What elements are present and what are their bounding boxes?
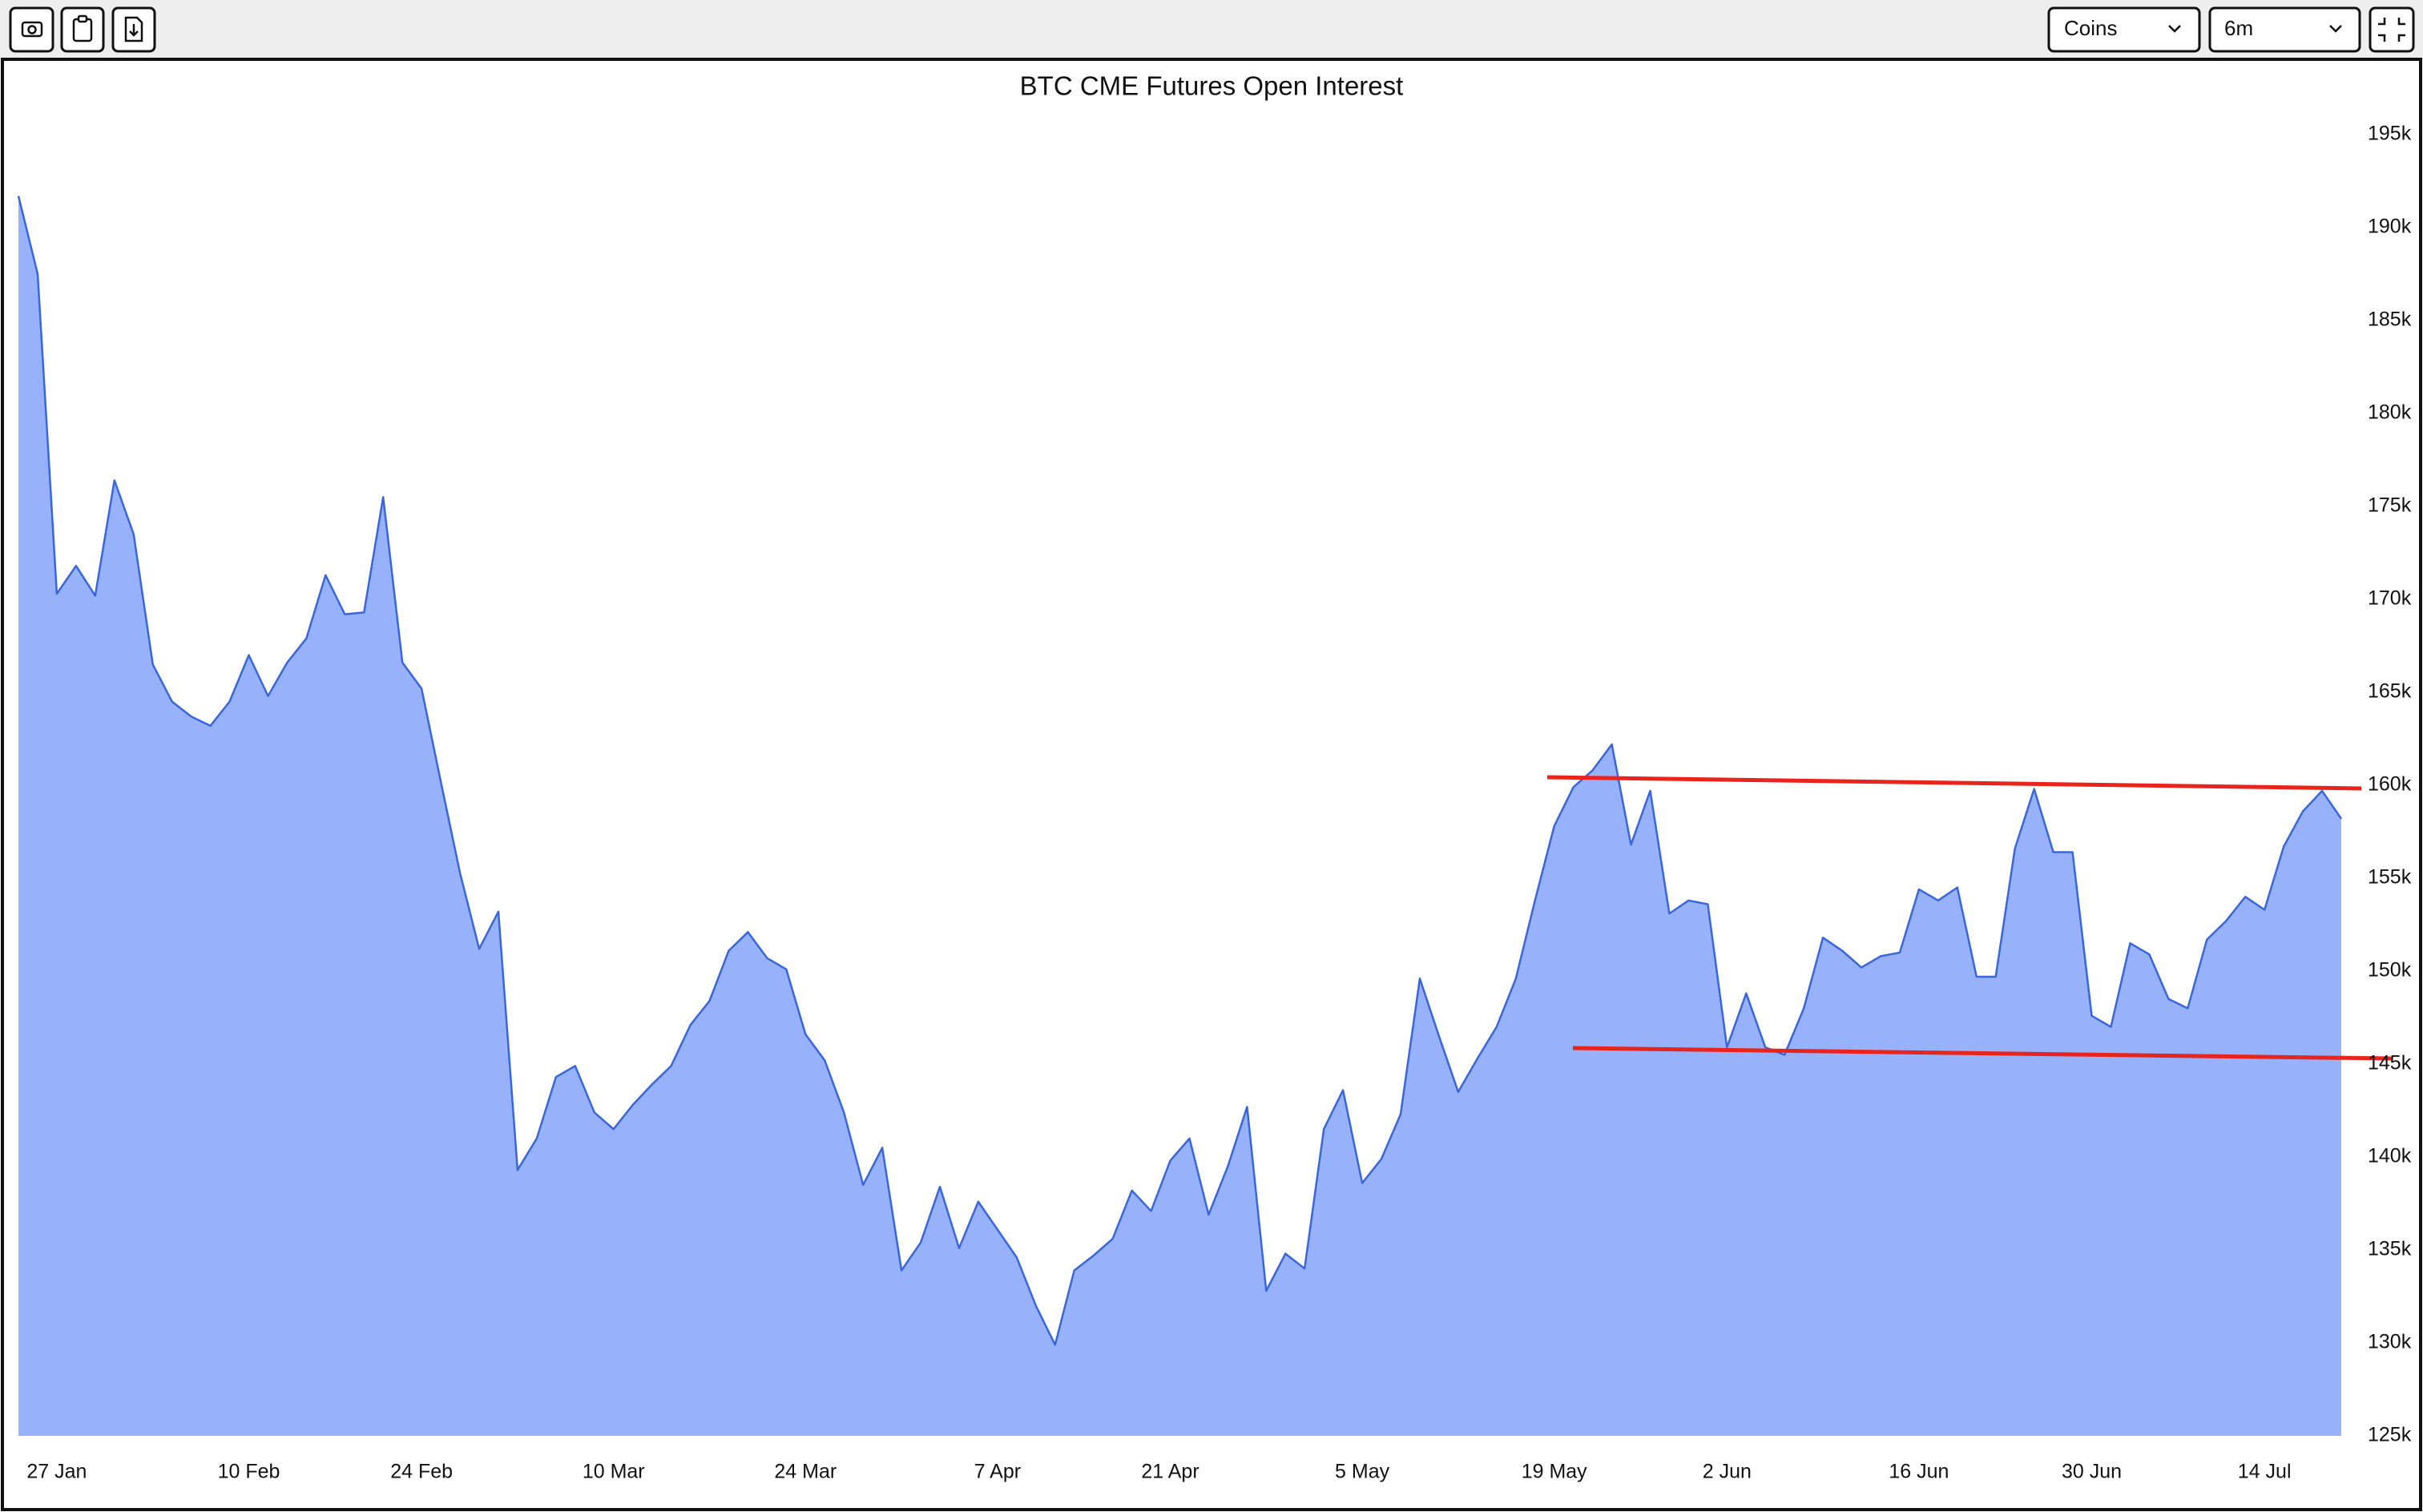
y-tick-label: 150k xyxy=(2368,959,2412,982)
y-tick-label: 180k xyxy=(2368,401,2412,424)
y-tick-label: 155k xyxy=(2368,866,2412,889)
x-tick-label: 14 Jul xyxy=(2238,1461,2292,1483)
y-tick-label: 140k xyxy=(2368,1145,2412,1167)
x-tick-label: 24 Feb xyxy=(390,1461,453,1483)
x-tick-label: 24 Mar xyxy=(774,1461,837,1483)
y-tick-label: 130k xyxy=(2368,1331,2412,1353)
y-tick-label: 195k xyxy=(2368,123,2412,145)
unit-dropdown[interactable]: Coins xyxy=(2047,6,2201,53)
x-tick-label: 5 May xyxy=(1335,1461,1390,1483)
y-tick-label: 145k xyxy=(2368,1052,2412,1075)
y-tick-label: 165k xyxy=(2368,680,2412,703)
toolbar xyxy=(0,0,2423,59)
x-tick-label: 16 Jun xyxy=(1889,1461,1949,1483)
y-tick-label: 175k xyxy=(2368,494,2412,517)
plot-area xyxy=(17,196,2343,1437)
x-tick-label: 27 Jan xyxy=(26,1461,87,1483)
clipboard-button[interactable] xyxy=(60,6,105,53)
x-tick-label: 30 Jun xyxy=(2062,1461,2122,1483)
y-tick-label: 190k xyxy=(2368,216,2412,238)
y-tick-label: 160k xyxy=(2368,773,2412,796)
range-dropdown-label: 6m xyxy=(2224,16,2253,40)
x-tick-label: 2 Jun xyxy=(1703,1461,1752,1483)
y-tick-label: 125k xyxy=(2368,1424,2412,1446)
x-tick-label: 21 Apr xyxy=(1141,1461,1199,1483)
support-trendline xyxy=(1572,1046,2393,1061)
y-tick-label: 135k xyxy=(2368,1238,2412,1260)
y-tick-label: 170k xyxy=(2368,587,2412,610)
y-tick-label: 185k xyxy=(2368,308,2412,331)
unit-dropdown-label: Coins xyxy=(2064,16,2117,40)
resistance-trendline xyxy=(1546,775,2362,791)
camera-button[interactable] xyxy=(9,6,54,53)
area-fill xyxy=(18,196,2341,1437)
download-button[interactable] xyxy=(111,6,156,53)
chart-title: BTC CME Futures Open Interest xyxy=(1020,71,1404,101)
x-tick-label: 19 May xyxy=(1522,1461,1587,1483)
area-line xyxy=(17,196,2343,1346)
range-dropdown[interactable]: 6m xyxy=(2208,6,2361,53)
fullscreen-button[interactable] xyxy=(2369,6,2415,53)
x-tick-label: 10 Feb xyxy=(218,1461,280,1483)
x-tick-label: 7 Apr xyxy=(974,1461,1021,1483)
x-tick-label: 10 Mar xyxy=(583,1461,645,1483)
